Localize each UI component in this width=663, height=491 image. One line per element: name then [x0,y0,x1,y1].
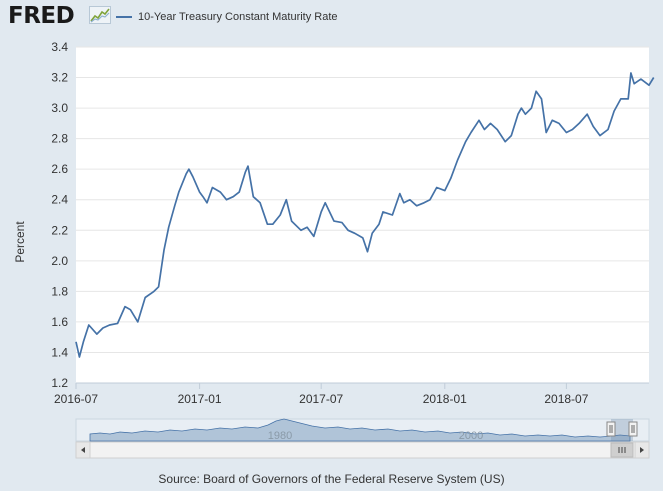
y-axis: 1.2 1.4 1.6 1.8 2.0 2.2 2.4 2.6 2.8 3.0 3.2 3.4 [51,40,68,390]
legend[interactable]: 10-Year Treasury Constant Maturity Rate [116,9,338,25]
legend-swatch [116,16,132,18]
x-axis: 2016-07 2017-01 2017-07 2018-01 2018-07 [54,383,589,406]
navigator-label-1980: 1980 [268,430,292,442]
navigator-scrollbar-track[interactable] [75,441,650,459]
y-tick-label: 3.2 [51,71,68,85]
y-tick-label: 2.2 [51,223,68,237]
y-tick-label: 2.6 [51,162,68,176]
y-tick-label: 2.0 [51,254,68,268]
legend-label: 10-Year Treasury Constant Maturity Rate [138,11,338,23]
x-tick-label: 2017-07 [299,392,343,406]
navigator-handle-right[interactable] [628,421,638,437]
navigator-handle-left[interactable] [606,421,616,437]
y-axis-label: Percent [13,221,27,263]
y-tick-label: 3.4 [51,40,68,54]
range-navigator[interactable]: 1980 2000 [75,418,650,459]
navigator-label-2000: 2000 [459,430,483,442]
x-tick-label: 2018-01 [423,392,467,406]
y-tick-label: 2.8 [51,132,68,146]
x-tick-label: 2016-07 [54,392,98,406]
trend-chart-icon [89,6,111,24]
fred-logo: FRED [8,3,75,29]
x-tick-label: 2018-07 [544,392,588,406]
y-tick-label: 1.6 [51,315,68,329]
scroll-right-arrow-icon[interactable] [634,441,650,459]
y-tick-label: 3.0 [51,101,68,115]
plot-area[interactable]: 1.2 1.4 1.6 1.8 2.0 2.2 2.4 2.6 2.8 3.0 3.2 3.4 201… [51,40,655,406]
y-tick-label: 1.2 [51,376,68,390]
navigator-scrollbar-thumb[interactable] [610,442,634,458]
x-tick-label: 2017-01 [178,392,222,406]
navigator-series-area [89,418,631,442]
chart-area: Percent 1.2 1.4 1.6 1.8 2.0 2.2 2.4 2.6 2.8 3.0 3.… [13,40,655,459]
series-line-10y-treasury [75,72,655,358]
scroll-left-arrow-icon[interactable] [75,441,91,459]
grip-icon [618,447,626,453]
source-note: Source: Board of Governors of the Federa… [158,472,505,486]
chart-header: FRED 10-Year Treasury Constant Maturity … [0,0,663,36]
y-tick-label: 2.4 [51,193,68,207]
navigator-selection[interactable] [611,419,633,441]
y-tick-label: 1.4 [51,345,68,359]
gridlines [76,46,649,384]
y-tick-label: 1.8 [51,284,68,298]
